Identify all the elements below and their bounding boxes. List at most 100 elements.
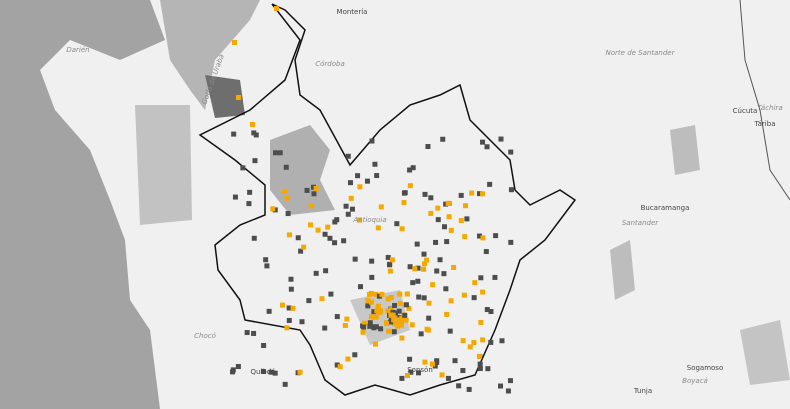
marker[interactable]	[458, 192, 464, 198]
marker[interactable]	[422, 359, 428, 365]
marker[interactable]	[364, 178, 370, 184]
marker[interactable]	[422, 191, 428, 197]
marker[interactable]	[386, 328, 392, 334]
marker[interactable]	[421, 261, 427, 267]
marker[interactable]	[388, 307, 394, 313]
marker[interactable]	[378, 308, 384, 314]
marker[interactable]	[328, 291, 334, 297]
marker[interactable]	[371, 309, 377, 315]
marker[interactable]	[286, 305, 292, 311]
marker[interactable]	[442, 224, 448, 230]
marker[interactable]	[392, 302, 398, 308]
marker[interactable]	[407, 264, 413, 270]
marker[interactable]	[344, 316, 350, 322]
marker[interactable]	[365, 298, 371, 304]
marker[interactable]	[334, 362, 340, 368]
marker[interactable]	[345, 356, 351, 362]
marker[interactable]	[288, 276, 294, 282]
marker[interactable]	[476, 353, 482, 359]
marker[interactable]	[304, 187, 310, 193]
marker[interactable]	[399, 335, 405, 341]
marker[interactable]	[236, 95, 241, 100]
marker[interactable]	[397, 291, 403, 297]
marker[interactable]	[235, 364, 241, 370]
marker[interactable]	[282, 381, 288, 387]
marker[interactable]	[323, 268, 329, 274]
marker[interactable]	[408, 369, 414, 375]
marker[interactable]	[313, 270, 319, 276]
marker[interactable]	[327, 235, 333, 241]
marker[interactable]	[428, 210, 434, 216]
marker[interactable]	[478, 275, 484, 281]
marker[interactable]	[263, 257, 269, 263]
marker[interactable]	[373, 314, 379, 320]
marker[interactable]	[357, 184, 363, 190]
marker[interactable]	[418, 331, 424, 337]
marker[interactable]	[499, 338, 505, 344]
marker[interactable]	[274, 6, 279, 11]
marker[interactable]	[277, 150, 283, 156]
marker[interactable]	[357, 284, 363, 290]
marker[interactable]	[443, 201, 449, 207]
marker[interactable]	[471, 340, 477, 346]
marker[interactable]	[373, 324, 379, 330]
marker[interactable]	[448, 227, 454, 233]
marker[interactable]	[395, 323, 401, 329]
marker[interactable]	[409, 322, 415, 328]
marker[interactable]	[266, 308, 272, 314]
marker[interactable]	[385, 296, 391, 302]
marker[interactable]	[348, 180, 354, 186]
marker[interactable]	[452, 358, 458, 364]
marker[interactable]	[283, 164, 289, 170]
marker[interactable]	[298, 248, 304, 254]
marker[interactable]	[325, 224, 331, 230]
marker[interactable]	[485, 366, 491, 372]
marker[interactable]	[404, 291, 410, 297]
marker[interactable]	[508, 149, 514, 155]
marker[interactable]	[435, 217, 441, 223]
marker[interactable]	[334, 314, 340, 320]
marker[interactable]	[429, 361, 435, 367]
marker[interactable]	[399, 226, 405, 232]
marker[interactable]	[268, 369, 274, 375]
marker[interactable]	[443, 286, 449, 292]
marker[interactable]	[471, 295, 477, 301]
marker[interactable]	[250, 122, 255, 127]
marker[interactable]	[407, 167, 413, 173]
marker[interactable]	[505, 388, 511, 394]
marker[interactable]	[244, 330, 250, 336]
marker[interactable]	[247, 189, 253, 195]
marker[interactable]	[433, 239, 439, 245]
marker[interactable]	[373, 291, 379, 297]
marker[interactable]	[466, 386, 472, 392]
marker[interactable]	[260, 368, 266, 374]
marker[interactable]	[286, 317, 292, 323]
marker[interactable]	[261, 342, 267, 348]
marker[interactable]	[332, 219, 338, 225]
marker[interactable]	[308, 203, 314, 209]
marker[interactable]	[477, 233, 483, 239]
marker[interactable]	[389, 257, 395, 263]
marker[interactable]	[462, 234, 468, 240]
marker[interactable]	[290, 305, 296, 311]
marker[interactable]	[477, 361, 483, 367]
marker[interactable]	[366, 292, 372, 298]
marker[interactable]	[311, 191, 317, 197]
marker[interactable]	[444, 239, 450, 245]
marker[interactable]	[434, 268, 440, 274]
marker[interactable]	[498, 136, 504, 142]
marker[interactable]	[402, 312, 408, 318]
marker[interactable]	[361, 320, 367, 326]
marker[interactable]	[456, 383, 462, 389]
marker[interactable]	[484, 307, 490, 313]
marker[interactable]	[286, 232, 292, 238]
marker[interactable]	[480, 191, 486, 197]
marker[interactable]	[284, 325, 290, 331]
marker[interactable]	[432, 363, 438, 369]
marker[interactable]	[464, 216, 470, 222]
marker[interactable]	[288, 286, 294, 292]
marker[interactable]	[421, 295, 427, 301]
marker[interactable]	[446, 214, 452, 220]
marker[interactable]	[484, 144, 490, 150]
marker[interactable]	[388, 312, 394, 318]
